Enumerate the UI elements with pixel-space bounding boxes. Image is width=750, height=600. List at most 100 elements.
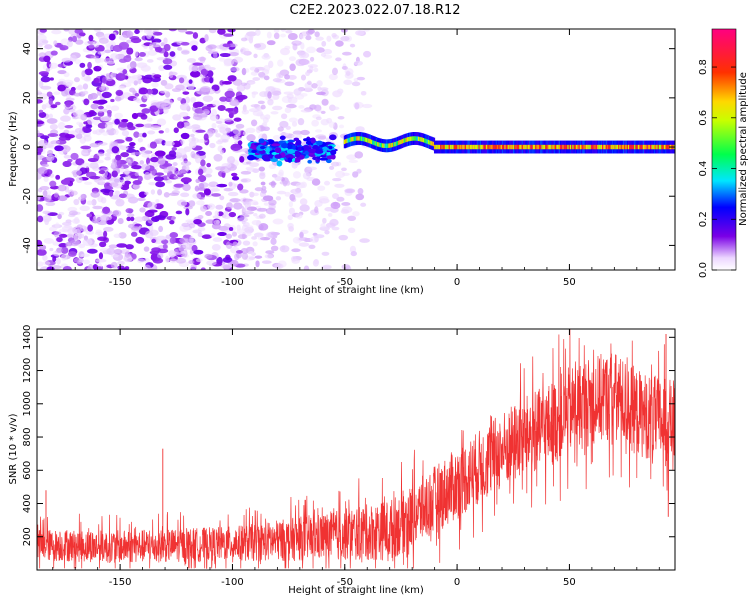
spectrogram-blob: [332, 177, 342, 182]
spectrogram-band: [378, 142, 381, 147]
spectrogram-blob: [205, 219, 216, 224]
spectrogram-blob: [148, 181, 157, 186]
spectrogram-blob: [57, 70, 67, 75]
spectrogram-blob: [306, 80, 312, 86]
spectrogram-blob: [198, 56, 207, 62]
spectrogram-band: [454, 144, 458, 150]
spectrogram-blob: [341, 202, 351, 206]
spectrogram-signal: [330, 149, 337, 155]
spectrogram-blob: [240, 37, 248, 42]
spectrogram-band: [618, 144, 621, 150]
spectrogram-blob: [88, 44, 95, 49]
spectrogram-blob: [275, 196, 282, 201]
spectrogram-band: [634, 144, 637, 150]
spectrogram-blob: [37, 172, 42, 180]
spectrogram-blob: [53, 91, 61, 96]
x-tick-label: -50: [337, 577, 353, 588]
spectrogram-blob: [324, 207, 334, 212]
spectrogram-blob: [137, 137, 143, 143]
spectrogram-band: [391, 142, 395, 148]
spectrogram-band: [446, 144, 449, 150]
spectrogram-blob: [278, 71, 284, 79]
spectrogram-band: [425, 138, 428, 144]
spectrogram-blob: [97, 50, 106, 55]
spectrogram-blob: [180, 177, 192, 183]
spectrogram-blob: [352, 171, 359, 178]
spectrogram-blob: [264, 114, 271, 120]
spectrogram-blob: [50, 104, 58, 109]
spectrogram-blob: [348, 159, 359, 163]
spectrogram-blob: [188, 79, 193, 84]
spectrogram-band: [469, 144, 473, 150]
spectrogram-blob: [327, 212, 333, 217]
spectrogram-blob: [43, 237, 55, 244]
spectrogram-band: [535, 144, 538, 150]
spectrogram-blob: [46, 118, 58, 124]
spectrogram-blob: [260, 114, 265, 120]
spectrogram-blob: [98, 170, 106, 175]
spectrogram-band: [433, 144, 437, 150]
spectrogram-blob: [298, 51, 310, 59]
spectrogram-band: [422, 137, 426, 143]
spectrogram-blob: [93, 77, 100, 84]
snr-ylabel: SNR (10 * v/v): [8, 413, 19, 484]
spectrogram-blob: [354, 102, 360, 110]
spectrogram-band: [453, 144, 457, 150]
spectrogram-blob: [202, 108, 210, 115]
spectrogram-blob: [45, 67, 51, 73]
spectrogram-blob: [197, 187, 206, 191]
spectrogram-blob: [300, 42, 305, 50]
spectrogram-blob: [297, 118, 305, 126]
spectrogram-band: [359, 136, 363, 141]
spectrogram-blob: [261, 189, 267, 194]
spectrogram-blob: [190, 264, 197, 270]
spectrogram-blob: [233, 205, 245, 209]
spectrogram-blob: [299, 231, 304, 239]
spectrogram-blob: [225, 108, 234, 112]
spectrogram-blob: [106, 109, 112, 115]
spectrogram-band: [542, 144, 546, 150]
spectrogram-band: [435, 144, 438, 150]
spectrogram-blob: [320, 223, 326, 229]
spectrogram-blob: [37, 90, 42, 94]
spectrogram-blob: [288, 201, 294, 208]
spectrogram-blob: [149, 105, 159, 113]
spectrogram-band: [364, 137, 368, 142]
spectrogram-blob: [171, 140, 182, 148]
spectrogram-blob: [117, 218, 124, 225]
spectrogram-blob: [330, 161, 340, 167]
spectrogram-blob: [219, 52, 231, 58]
spectrogram-blob: [136, 62, 148, 68]
spectrogram-blob: [279, 47, 290, 56]
spectrogram-band: [548, 144, 552, 150]
spectrogram-blob: [37, 129, 40, 137]
spectrogram-blob: [78, 250, 85, 258]
spectrogram-blob: [139, 160, 145, 165]
spectrogram-blob: [298, 242, 310, 247]
spectrogram-blob: [173, 171, 183, 176]
spectrogram-band: [484, 144, 488, 150]
spectrogram-blob: [300, 129, 310, 136]
spectrogram-blob: [147, 49, 158, 56]
spectrogram-band: [660, 144, 663, 150]
spectrogram-blob: [64, 125, 74, 129]
spectrogram-band: [592, 144, 595, 150]
spectrogram-blob: [229, 100, 240, 107]
spectrogram-blob: [92, 165, 100, 172]
spectrogram-blob: [155, 101, 167, 109]
spectrogram-band: [600, 144, 604, 150]
spectrogram-band: [603, 144, 606, 150]
spectrogram-band: [396, 141, 400, 146]
spectrogram-blob: [320, 52, 327, 57]
spectrogram-blob: [191, 244, 198, 252]
spectrogram-blob: [40, 85, 52, 90]
spectrogram-band: [380, 143, 384, 148]
spectrogram-blob: [110, 253, 119, 258]
spectrogram-blob: [360, 90, 367, 96]
spectrogram-blob: [196, 200, 205, 206]
spectrogram-signal: [293, 137, 300, 142]
spectrogram-signal: [271, 143, 281, 147]
spectrogram-blob: [272, 134, 282, 141]
spectrogram-blob: [231, 231, 237, 237]
